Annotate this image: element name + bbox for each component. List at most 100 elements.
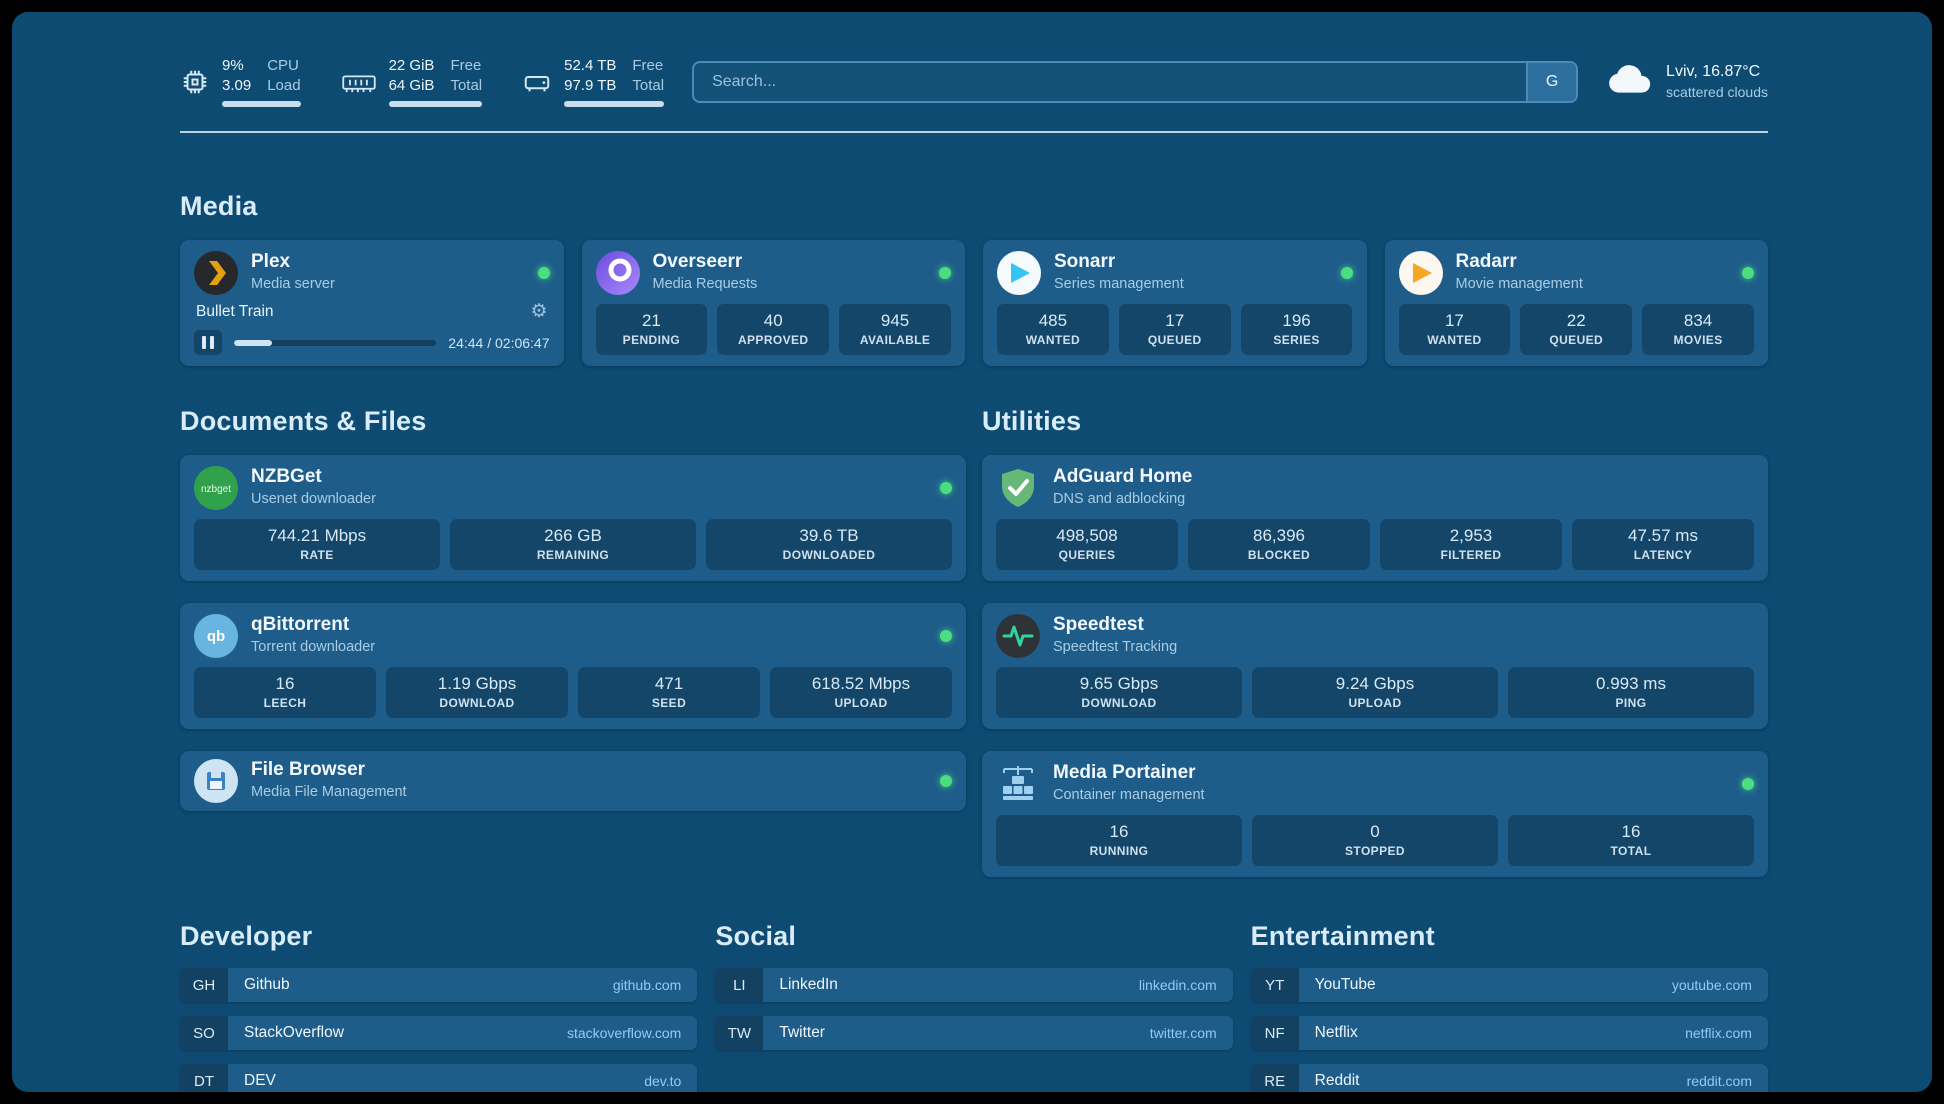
service-card-speedtest[interactable]: Speedtest Speedtest Tracking 9.65 Gbps DO… [982,603,1768,729]
stat-value: 40 [763,311,783,330]
service-card-plex[interactable]: Plex Media server Bullet Train ⚙ 24:44 /… [180,240,564,366]
service-card-qbittorrent[interactable]: qb qBittorrent Torrent downloader 16 LEEC… [180,603,966,729]
bookmark-domain: stackoverflow.com [566,1025,682,1041]
pause-button[interactable] [194,330,222,355]
disk-drive-icon [522,67,552,97]
search-provider-button[interactable]: G [1526,62,1577,101]
service-name: AdGuard Home [1053,466,1193,487]
disk-usage-bar [564,101,665,107]
stat-label: WANTED [1427,333,1482,347]
stat-value: 945 [880,311,910,330]
cpu-load-label: Load [267,77,301,94]
stat-value: 834 [1683,311,1713,330]
stat-ping: 0.993 ms PING [1508,667,1754,718]
search-input[interactable] [694,62,1527,101]
memory-usage-bar [388,101,483,107]
stat-value: 485 [1038,311,1068,330]
bookmark-netflix[interactable]: NF Netflix netflix.com [1250,1016,1768,1050]
stat-value: 618.52 Mbps [811,674,911,693]
disk-free-value: 52.4 TB [564,57,617,74]
bookmark-linkedin[interactable]: LI LinkedIn linkedin.com [715,968,1233,1002]
service-subtitle: Speedtest Tracking [1053,639,1178,655]
sonarr-icon [997,251,1041,295]
bookmark-reddit[interactable]: RE Reddit reddit.com [1250,1064,1768,1092]
stat-label: UPLOAD [1348,696,1402,710]
stat-label: DOWNLOAD [1081,696,1157,710]
bookmark-abbr: LI [715,968,764,1002]
status-indicator [940,630,952,642]
bookmark-stackoverflow[interactable]: SO StackOverflow stackoverflow.com [180,1016,698,1050]
stat-stopped: 0 STOPPED [1252,815,1498,866]
bookmark-abbr: RE [1250,1064,1299,1092]
service-subtitle: Usenet downloader [251,491,376,507]
disk-widget: 52.4 TB Free 97.9 TB Total [522,56,665,107]
status-indicator [1742,267,1754,279]
service-card-adguard[interactable]: AdGuard Home DNS and adblocking 498,508 Q… [982,455,1768,581]
service-card-filebrowser[interactable]: File Browser Media File Management [180,751,966,811]
bookmark-domain: dev.to [644,1073,682,1089]
stat-label: LEECH [263,696,307,710]
stat-movies: 834 MOVIES [1642,304,1754,355]
service-card-portainer[interactable]: Media Portainer Container management 16 R… [982,751,1768,877]
stat-value: 471 [654,674,684,693]
service-card-overseerr[interactable]: Overseerr Media Requests 21 PENDING 40 APP… [581,240,965,366]
stat-pending: 21 PENDING [595,304,708,355]
stat-value: 266 GB [544,526,602,545]
cloud-icon [1606,63,1652,100]
bookmark-github[interactable]: GH Github github.com [180,968,698,1002]
weather-location-temp: Lviv, 16.87°C [1666,62,1761,80]
cpu-chip-icon [180,67,210,97]
stat-label: MOVIES [1673,333,1723,347]
stat-value: 498,508 [1056,526,1118,545]
status-indicator [537,267,550,279]
stat-queries: 498,508 QUERIES [996,519,1178,570]
bookmark-domain: github.com [612,977,682,993]
stat-leech: 16 LEECH [194,667,376,718]
bookmark-name: Netflix [1314,1024,1358,1041]
bookmark-name: Twitter [779,1024,825,1041]
stat-queued: 17 QUEUED [1118,304,1231,355]
bookmark-domain: youtube.com [1671,977,1752,993]
service-subtitle: Media File Management [251,784,407,800]
bookmark-abbr: NF [1250,1016,1299,1050]
stat-seed: 471 SEED [578,667,760,718]
service-subtitle: Movie management [1455,276,1583,292]
stat-downloaded: 39.6 TB DOWNLOADED [706,519,952,570]
overseerr-icon [595,251,640,295]
bookmark-group-entertainment: Entertainment YT YouTube youtube.com NF … [1250,921,1768,1092]
stat-label: QUEUED [1549,333,1604,347]
bookmark-twitter[interactable]: TW Twitter twitter.com [715,1016,1233,1050]
stat-blocked: 86,396 BLOCKED [1188,519,1370,570]
bookmark-abbr: DT [180,1064,228,1092]
bookmark-youtube[interactable]: YT YouTube youtube.com [1250,968,1768,1002]
service-name: Speedtest [1053,614,1144,635]
service-card-sonarr[interactable]: Sonarr Series management 485 WANTED 17 QUE… [983,240,1367,366]
stat-latency: 47.57 ms LATENCY [1572,519,1754,570]
bookmark-abbr: GH [180,968,228,1002]
dashboard: 9% CPU 3.09 Load 22 GiB Free 64 G [12,12,1932,1092]
section-title-media: Media [180,191,258,221]
now-playing-title: Bullet Train [196,303,274,320]
stat-value: 22 [1566,311,1586,330]
bookmark-dev[interactable]: DT DEV dev.to [180,1064,698,1092]
gear-icon[interactable]: ⚙ [530,301,548,322]
bookmark-abbr: YT [1250,968,1299,1002]
service-card-nzbget[interactable]: nzbget NZBGet Usenet downloader 744.21 M… [180,455,966,581]
portainer-crane-icon [996,762,1040,806]
stat-rate: 744.21 Mbps RATE [194,519,440,570]
section-media: Media Plex Media server Bullet Train ⚙ [180,191,1768,366]
stat-label: PENDING [622,333,681,347]
nzbget-icon: nzbget [194,466,238,510]
bookmark-domain: linkedin.com [1138,977,1217,993]
plex-icon [194,251,238,295]
bookmark-domain: reddit.com [1686,1073,1752,1089]
bookmark-domain: netflix.com [1685,1025,1752,1041]
playback-time: 24:44 / 02:06:47 [448,334,550,351]
bookmark-name: StackOverflow [244,1024,344,1041]
stat-label: DOWNLOADED [782,548,876,562]
stat-value: 17 [1444,311,1464,330]
svg-text:qb: qb [207,628,225,645]
disk-total-label: Total [632,77,665,94]
stat-value: 17 [1165,311,1185,330]
service-card-radarr[interactable]: Radarr Movie management 17 WANTED 22 QUEUE… [1384,240,1768,366]
